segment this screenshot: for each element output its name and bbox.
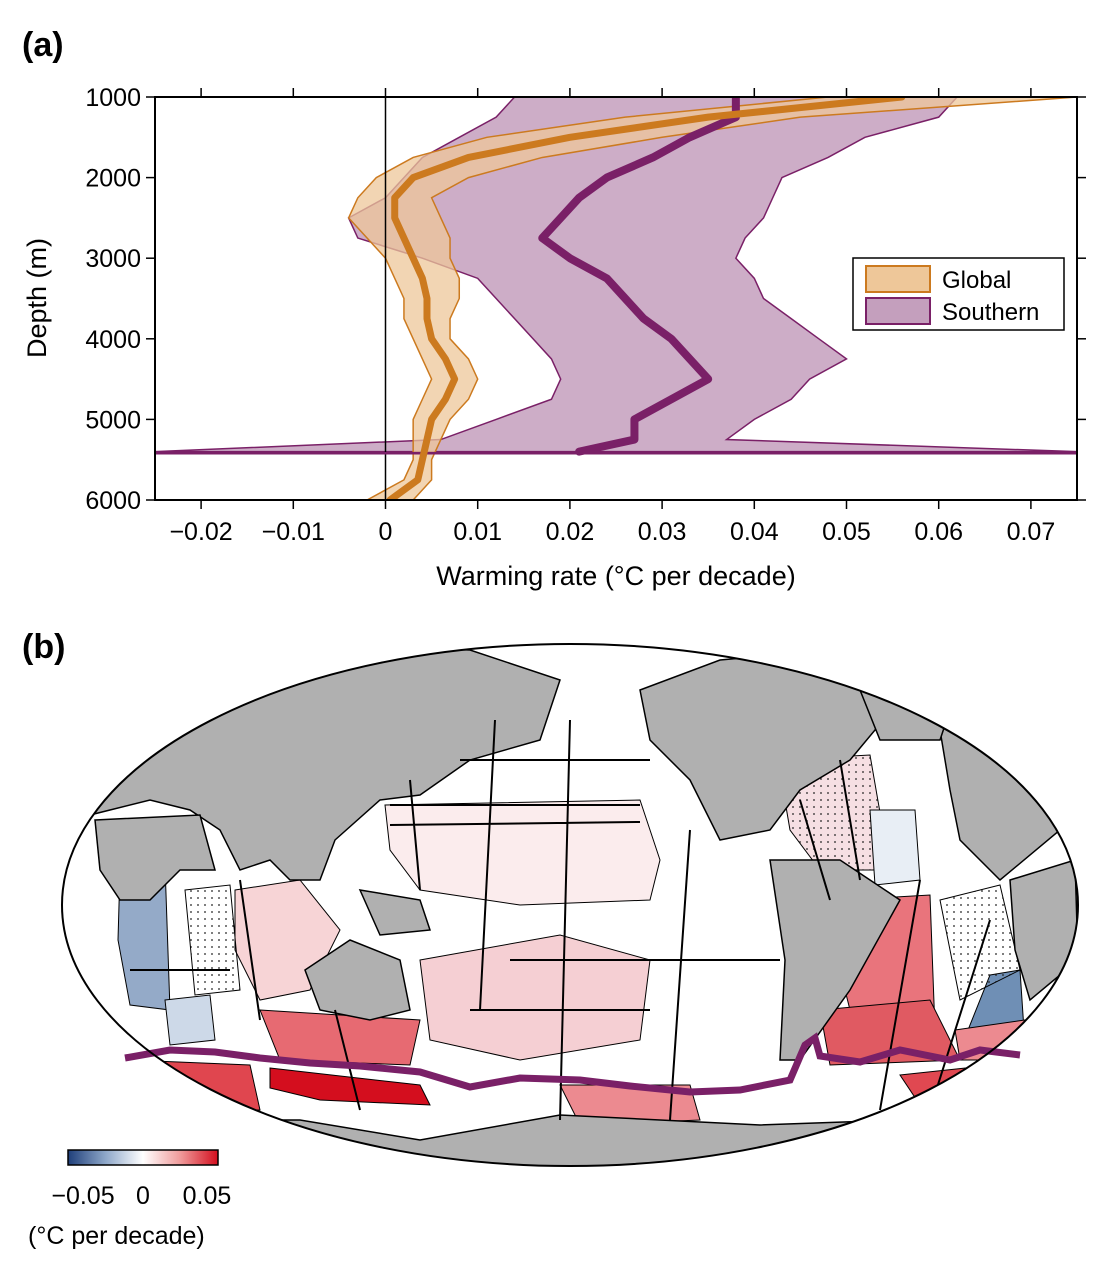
mean-line-global	[386, 97, 906, 500]
panel-a-label: (a)	[22, 26, 64, 64]
x-tick-label: 0.06	[914, 518, 963, 546]
mean-line-southern	[538, 97, 740, 456]
legend-label-southern: Southern	[942, 299, 1039, 326]
x-tick-label: 0.01	[453, 518, 502, 546]
south-pacific-patch	[419, 934, 651, 1061]
y-tick-label: 2000	[85, 165, 141, 193]
x-axis-label: Warming rate (°C per decade)	[436, 561, 795, 591]
y-tick-label: 6000	[85, 487, 141, 515]
colorbar-tick-min: −0.05	[51, 1182, 114, 1210]
y-axis-label: Depth (m)	[22, 238, 52, 358]
section-lines	[130, 719, 991, 1121]
north-pacific-patch	[384, 799, 661, 906]
legend-label-global: Global	[942, 267, 1011, 294]
southwest-indian-patch	[164, 994, 216, 1046]
colorbar-unit: (°C per decade)	[28, 1222, 205, 1250]
x-tick-label: 0.07	[1007, 518, 1056, 546]
x-tick-label: 0.02	[546, 518, 595, 546]
front-line	[124, 1032, 1021, 1096]
world-map	[61, 643, 1079, 1167]
southern-ocean-max-patch	[269, 1067, 431, 1106]
x-tick-label: −0.01	[262, 518, 325, 546]
x-tick-label: 0.03	[638, 518, 687, 546]
panel-b-label: (b)	[22, 628, 65, 666]
y-tick-label: 4000	[85, 326, 141, 354]
y-tick-label: 1000	[85, 84, 141, 112]
plot-frame	[154, 96, 1078, 501]
maritime-continent-land	[358, 889, 432, 936]
colorbar-gradient	[67, 1149, 219, 1166]
legend-swatch-southern	[865, 297, 931, 325]
arabia-land	[94, 814, 216, 901]
southeast-atlantic-stipple	[939, 884, 1021, 1001]
south-of-australia-patch	[259, 1009, 421, 1066]
southern-ocean-west-patch	[129, 1059, 261, 1111]
y-tick-label: 3000	[85, 245, 141, 273]
legend: Global Southern	[852, 257, 1065, 331]
legend-swatch-global	[865, 265, 931, 293]
profile-plot: −0.02 −0.01 0 0.01 0.02 0.03 0.04 0.05 0.06 0.07 …	[22, 84, 1086, 591]
south-america-land	[769, 859, 901, 1061]
africa-land	[1009, 858, 1078, 1002]
x-tick-label: 0.04	[730, 518, 779, 546]
colorbar-tick-zero: 0	[136, 1182, 150, 1210]
colorbar: −0.05 0 0.05 (°C per decade)	[28, 1149, 232, 1250]
indian-stipple-patch	[184, 884, 241, 996]
x-tick-label: −0.02	[169, 518, 232, 546]
y-tick-label: 5000	[85, 406, 141, 434]
x-tick-label: 0	[379, 518, 393, 546]
x-tick-label: 0.05	[822, 518, 871, 546]
australia-land	[304, 939, 411, 1021]
north-atlantic-east-patch	[869, 809, 921, 886]
colorbar-tick-max: 0.05	[183, 1182, 232, 1210]
map-outline	[61, 643, 1079, 1167]
